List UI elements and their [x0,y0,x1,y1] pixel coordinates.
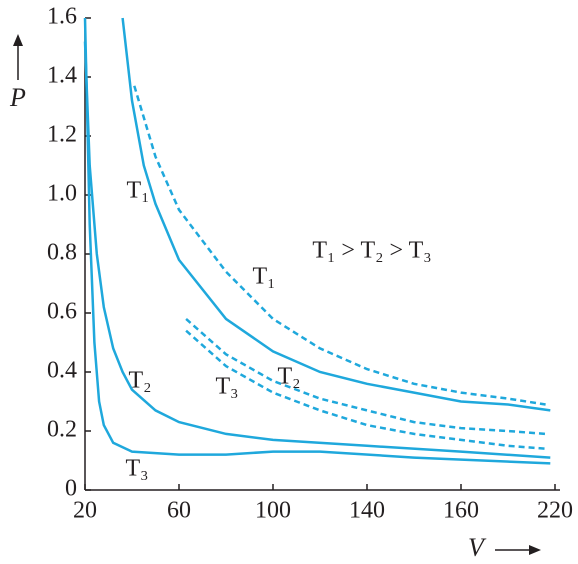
y-tick-label: 0.6 [47,299,77,325]
y-tick-label: 1.6 [47,4,77,30]
curve-label: T₁ [126,178,149,204]
y-tick-label: 1.0 [47,181,77,207]
y-arrow-head [13,34,23,46]
y-tick-label: 0.8 [47,240,77,266]
x-tick-label: 20 [73,498,97,524]
y-tick-label: 1.2 [47,122,77,148]
y-tick-label: 1.4 [47,63,77,89]
curve [185,329,546,450]
y-tick-label: 0.4 [47,358,77,384]
curve-label: T₃ [215,374,238,400]
x-tick-label: 60 [167,498,191,524]
y-tick-label: 0.2 [47,417,77,443]
x-arrow-head [529,545,541,555]
y-tick-label: 0 [65,476,77,502]
annotation: T₁ > T₂ > T₃ [312,238,431,264]
x-axis-label: V [468,533,487,562]
y-axis-label: P [9,83,26,112]
curve-label: T₁ [252,264,275,290]
curve-label: T₃ [125,456,148,482]
curve [185,317,546,436]
curve-label: T₂ [277,364,300,390]
x-tick-label: 100 [255,498,291,524]
curve [83,17,551,465]
curve [83,41,551,459]
curve [121,17,551,412]
x-tick-label: 160 [443,498,479,524]
curve [133,85,546,406]
x-tick-label: 140 [349,498,385,524]
x-tick-label: 220 [537,498,573,524]
curve-label: T₂ [128,368,151,394]
